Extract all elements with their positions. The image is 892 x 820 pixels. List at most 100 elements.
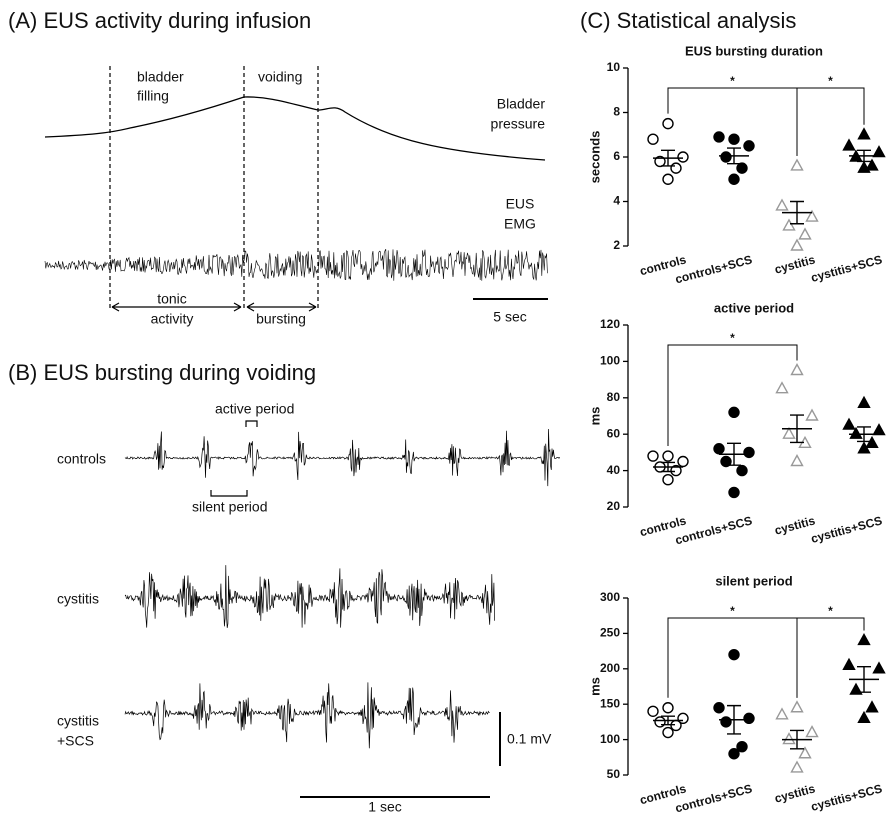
point (782, 426, 796, 439)
error-bar (790, 729, 804, 750)
point (790, 760, 804, 773)
y-tick-label: 120 (600, 317, 620, 331)
error-bar (727, 442, 741, 466)
point (728, 406, 740, 419)
point (647, 705, 659, 717)
point (865, 700, 879, 713)
y-tick-label: 60 (607, 426, 621, 440)
point (857, 160, 871, 173)
point (798, 227, 812, 240)
label: bladder (137, 69, 184, 85)
point (782, 218, 796, 231)
point (872, 661, 886, 674)
significance-bracket (667, 87, 798, 156)
point (662, 702, 674, 714)
point (775, 198, 789, 211)
label: 5 sec (493, 309, 526, 325)
point (720, 455, 732, 468)
error-bar (857, 665, 871, 693)
point (728, 173, 740, 185)
emg-trace (124, 682, 490, 749)
point (647, 133, 659, 145)
trace-label: +SCS (57, 733, 94, 749)
point (713, 131, 725, 143)
point (662, 726, 674, 739)
point (782, 732, 796, 745)
point (865, 158, 879, 171)
point (728, 748, 740, 760)
point (728, 486, 740, 499)
point (790, 363, 804, 376)
scale-bars (210, 420, 501, 798)
point (857, 633, 871, 646)
label: Bladder (497, 96, 546, 112)
point (790, 700, 804, 713)
error-bar (857, 426, 871, 443)
point (713, 443, 725, 455)
significance-bracket (796, 87, 865, 156)
y-tick-label: 100 (600, 732, 620, 746)
point (713, 702, 725, 714)
error-bar (727, 704, 741, 735)
point (743, 140, 755, 152)
point (720, 151, 732, 163)
chart-title: EUS bursting duration (685, 43, 823, 58)
point (677, 151, 689, 163)
label: filling (137, 88, 169, 104)
y-tick-label: 20 (607, 499, 621, 513)
y-tick-label: 10 (607, 60, 621, 74)
x-tick-label: controls+SCS (674, 252, 754, 286)
label: bursting (256, 311, 306, 327)
chart-title: active period (714, 300, 794, 315)
panel-title: (A) EUS activity during infusion (8, 8, 311, 33)
label: EUS (506, 196, 535, 212)
point (842, 138, 856, 151)
point (849, 426, 863, 439)
point (865, 435, 879, 448)
point (857, 127, 871, 140)
significance-label: * (730, 604, 735, 618)
y-tick-label: 6 (613, 149, 620, 163)
y-axis-label: ms (587, 677, 602, 696)
panel-title: (B) EUS bursting during voiding (8, 360, 316, 385)
label: voiding (258, 69, 302, 85)
significance-bracket (667, 344, 798, 447)
point (654, 155, 666, 168)
annotation-lines (44, 66, 548, 312)
point (670, 464, 682, 477)
point (805, 408, 819, 421)
point (790, 238, 804, 251)
label: activity (151, 311, 194, 327)
point (872, 423, 886, 436)
error-bar (857, 149, 871, 163)
label: EMG (504, 216, 536, 232)
point (872, 145, 886, 158)
y-tick-label: 100 (600, 354, 620, 368)
point (743, 712, 755, 725)
x-tick-label: cystitis+SCS (809, 252, 883, 284)
error-bar (661, 149, 675, 167)
point (842, 657, 856, 670)
x-tick-label: controls+SCS (674, 781, 754, 815)
y-tick-label: 4 (613, 194, 620, 208)
error-bar (661, 715, 675, 726)
point (728, 648, 740, 661)
point (736, 464, 748, 477)
emg-trace (124, 428, 560, 487)
significance-bracket (796, 617, 865, 698)
y-axis-label: ms (587, 407, 602, 426)
y-axis-label: seconds (587, 131, 602, 184)
trace-label: controls (57, 451, 106, 467)
y-tick-label: 50 (607, 767, 621, 781)
error-bar (790, 414, 804, 444)
significance-label: * (828, 604, 833, 618)
point (662, 450, 674, 462)
emg-trace (124, 565, 495, 628)
point (798, 746, 812, 759)
point (670, 719, 682, 732)
x-tick-label: cystitis+SCS (809, 513, 883, 545)
emg-trace (44, 248, 548, 281)
error-bar (727, 147, 741, 165)
point (842, 417, 856, 430)
